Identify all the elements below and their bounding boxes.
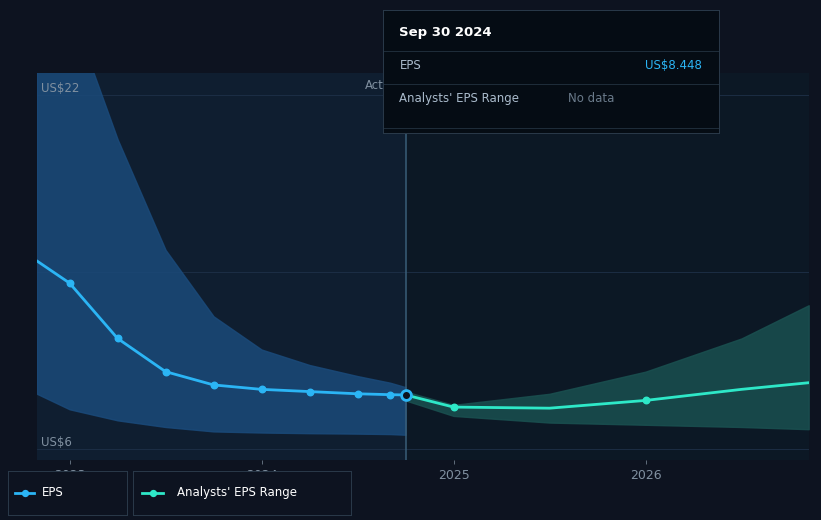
Point [447, 403, 460, 411]
Text: Analysts' EPS Range: Analysts' EPS Range [400, 92, 520, 105]
Text: Analysts Forecasts: Analysts Forecasts [415, 80, 525, 93]
Text: Analysts' EPS Range: Analysts' EPS Range [177, 486, 296, 499]
Text: EPS: EPS [400, 59, 421, 72]
Point [159, 368, 172, 376]
Point [146, 489, 159, 497]
Point [303, 387, 316, 396]
Text: US$22: US$22 [41, 83, 79, 96]
Bar [406, 73, 809, 460]
Bar [37, 73, 406, 460]
Text: Actual: Actual [365, 80, 401, 93]
Point [207, 381, 220, 389]
Point [639, 396, 652, 405]
Point [63, 279, 76, 287]
Point [111, 334, 124, 343]
Text: US$8.448: US$8.448 [645, 59, 703, 72]
Text: US$6: US$6 [41, 436, 71, 449]
Text: Sep 30 2024: Sep 30 2024 [400, 27, 492, 40]
Text: No data: No data [568, 92, 614, 105]
Point [255, 385, 268, 394]
Point [351, 389, 364, 398]
Text: EPS: EPS [42, 486, 63, 499]
Point [18, 489, 31, 497]
Point [383, 391, 397, 399]
Point [399, 391, 412, 399]
